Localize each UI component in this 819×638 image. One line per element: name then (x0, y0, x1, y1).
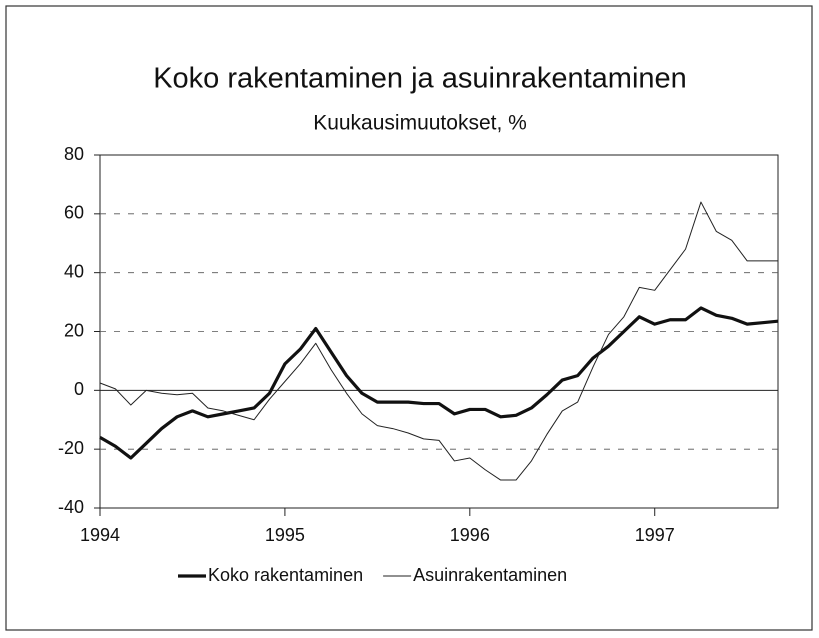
x-tick-label: 1994 (80, 525, 120, 545)
chart-title: Koko rakentaminen ja asuinrakentaminen (153, 63, 687, 95)
y-tick-label: 80 (64, 144, 84, 164)
chart-subtitle: Kuukausimuutokset, % (313, 112, 527, 135)
line-series (99, 201, 778, 481)
x-tick-label: 1996 (450, 525, 490, 545)
y-tick-label: 20 (64, 320, 84, 340)
y-tick-label: 40 (64, 261, 84, 281)
y-tick-label: -40 (58, 497, 84, 517)
y-tick-label: -20 (58, 438, 84, 458)
x-tick-label: 1995 (265, 525, 305, 545)
x-tick-label: 1997 (635, 525, 675, 545)
legend-label: Asuinrakentaminen (413, 565, 567, 585)
line-series (99, 306, 779, 460)
y-tick-label: 60 (64, 203, 84, 223)
legend-label: Koko rakentaminen (208, 565, 363, 585)
y-tick-label: 0 (74, 379, 84, 399)
frame (5, 5, 813, 631)
